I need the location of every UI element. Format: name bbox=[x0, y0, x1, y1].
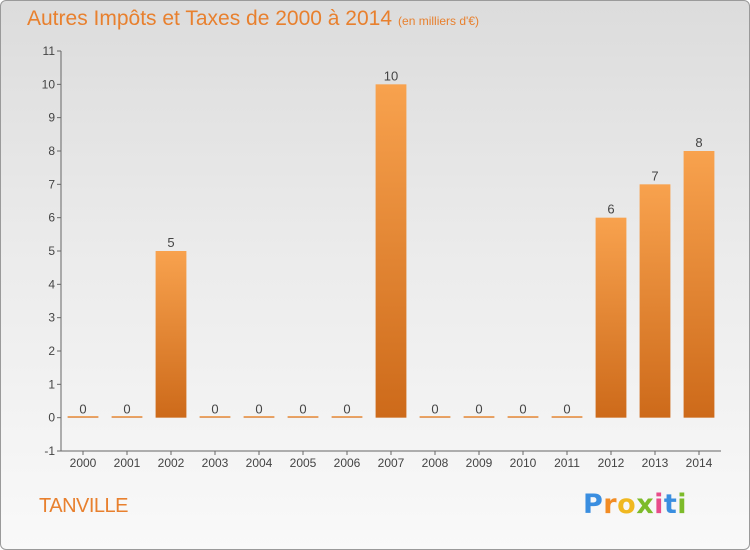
bar-2011 bbox=[551, 416, 583, 418]
data-label-2013: 7 bbox=[651, 168, 658, 183]
y-axis: -1 0 1 2 3 4 5 6 7 8 9 10 11 bbox=[42, 44, 62, 458]
bar-2004 bbox=[243, 416, 275, 418]
data-label-2003: 0 bbox=[211, 402, 218, 417]
y-tick-label: 7 bbox=[48, 177, 55, 191]
data-label-2009: 0 bbox=[475, 402, 482, 417]
bar-2014 bbox=[683, 151, 715, 418]
data-label-2007: 10 bbox=[384, 68, 398, 83]
x-tick-label: 2008 bbox=[422, 456, 449, 470]
y-tick-label: 6 bbox=[48, 211, 55, 225]
bar-2012 bbox=[595, 217, 627, 418]
chart-unit: (en milliers d'€) bbox=[398, 14, 480, 28]
data-label-2011: 0 bbox=[563, 402, 570, 417]
bar-2007 bbox=[375, 84, 407, 418]
proxiti-logo: Proxiti bbox=[583, 489, 688, 520]
data-label-2000: 0 bbox=[79, 402, 86, 417]
y-tick-label: 1 bbox=[48, 377, 55, 391]
y-tick-label: 3 bbox=[48, 311, 55, 325]
x-tick-label: 2000 bbox=[70, 456, 97, 470]
x-tick-label: 2012 bbox=[598, 456, 625, 470]
bar-2010 bbox=[507, 416, 539, 418]
y-tick-label: 5 bbox=[48, 244, 55, 258]
y-tick-label: 0 bbox=[48, 411, 55, 425]
x-tick-label: 2013 bbox=[642, 456, 669, 470]
y-tick-label: 10 bbox=[42, 77, 56, 91]
x-tick-label: 2007 bbox=[378, 456, 405, 470]
data-label-2008: 0 bbox=[431, 402, 438, 417]
bar-2003 bbox=[199, 416, 231, 418]
data-label-2006: 0 bbox=[343, 402, 350, 417]
x-tick-label: 2005 bbox=[290, 456, 317, 470]
x-tick-label: 2010 bbox=[510, 456, 537, 470]
bar-2013 bbox=[639, 184, 671, 418]
bar-2001 bbox=[111, 416, 143, 418]
x-axis: 2000 2001 2002 2003 2004 2005 2006 2007 2008 2009… bbox=[61, 450, 721, 470]
y-tick-label: 8 bbox=[48, 144, 55, 158]
x-tick-label: 2011 bbox=[554, 456, 580, 470]
bar-2008 bbox=[419, 416, 451, 418]
data-label-2014: 8 bbox=[695, 135, 702, 150]
bar-2000 bbox=[67, 416, 99, 418]
bars bbox=[67, 84, 715, 418]
x-tick-label: 2006 bbox=[334, 456, 361, 470]
bar-2002 bbox=[155, 251, 187, 418]
y-tick-label: 9 bbox=[48, 111, 55, 125]
data-label-2005: 0 bbox=[299, 402, 306, 417]
chart-title-text: Autres Impôts et Taxes de 2000 à 2014 bbox=[27, 7, 393, 30]
y-tick-label: 11 bbox=[43, 44, 56, 58]
data-labels: 0 0 5 0 0 0 0 10 0 0 0 0 6 7 8 bbox=[79, 68, 702, 416]
bar-2006 bbox=[331, 416, 363, 418]
x-tick-label: 2001 bbox=[114, 456, 141, 470]
x-tick-label: 2003 bbox=[202, 456, 229, 470]
chart-title: Autres Impôts et Taxes de 2000 à 2014 (en… bbox=[27, 7, 479, 31]
data-label-2001: 0 bbox=[123, 402, 130, 417]
x-tick-label: 2014 bbox=[686, 456, 713, 470]
data-label-2012: 6 bbox=[607, 202, 614, 217]
bar-2005 bbox=[287, 416, 319, 418]
y-tick-label: 2 bbox=[48, 344, 55, 358]
x-tick-label: 2009 bbox=[466, 456, 493, 470]
y-tick-label: 4 bbox=[48, 277, 55, 291]
y-tick-label: -1 bbox=[44, 444, 55, 458]
bar-2009 bbox=[463, 416, 495, 418]
x-tick-label: 2004 bbox=[246, 456, 273, 470]
data-label-2002: 5 bbox=[167, 235, 174, 250]
data-label-2010: 0 bbox=[519, 402, 526, 417]
data-label-2004: 0 bbox=[255, 402, 262, 417]
commune-name: TANVILLE bbox=[39, 495, 129, 517]
x-tick-label: 2002 bbox=[158, 456, 185, 470]
